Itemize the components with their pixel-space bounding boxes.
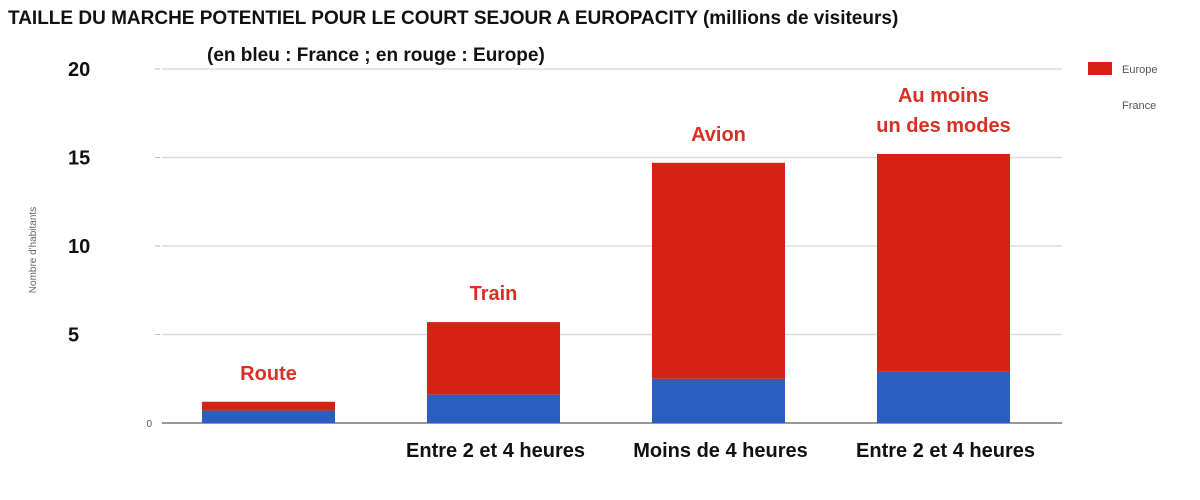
y-tick-label: 10 bbox=[68, 236, 90, 258]
category-labels: Entre 2 et 4 heures Moins de 4 heures Entr… bbox=[406, 440, 1035, 462]
bar-segment-europe bbox=[427, 322, 560, 395]
chart-subtitle: (en bleu : France ; en rouge : Europe) bbox=[207, 45, 545, 66]
y-tick-label: 20 bbox=[68, 59, 90, 81]
bar-segment-france bbox=[652, 378, 785, 423]
bar-segment-france bbox=[427, 394, 560, 423]
y-tick-label: 5 bbox=[68, 325, 79, 347]
category-label: Entre 2 et 4 heures bbox=[406, 440, 585, 462]
chart-title: TAILLE DU MARCHE POTENTIEL POUR LE COURT… bbox=[8, 8, 899, 29]
legend-label-europe: Europe bbox=[1122, 64, 1157, 76]
bar-segment-france bbox=[202, 410, 335, 423]
legend-label-france: France bbox=[1122, 100, 1156, 112]
legend-swatch-europe bbox=[1088, 62, 1112, 75]
y-tick-label-zero: 0 bbox=[146, 419, 152, 430]
category-label: Moins de 4 heures bbox=[633, 440, 808, 462]
category-label: Entre 2 et 4 heures bbox=[856, 440, 1035, 462]
bar-segment-france bbox=[877, 371, 1010, 423]
y-axis-ticks: 5 10 15 20 0 bbox=[68, 59, 152, 430]
mode-label: Avion bbox=[691, 124, 746, 146]
legend: Europe France bbox=[1088, 62, 1157, 112]
mode-label: un des modes bbox=[876, 115, 1010, 137]
y-axis-label: Nombre d'habitants bbox=[28, 207, 39, 293]
bar-segment-europe bbox=[877, 153, 1010, 372]
mode-labels: Route Train Avion Au moins un des modes bbox=[240, 85, 1011, 385]
mode-label: Route bbox=[240, 363, 297, 385]
mode-label: Au moins bbox=[898, 85, 989, 107]
bar-segment-europe bbox=[202, 401, 335, 411]
mode-label: Train bbox=[470, 283, 518, 305]
bar-segment-europe bbox=[652, 162, 785, 379]
y-tick-label: 15 bbox=[68, 148, 90, 170]
bars bbox=[202, 153, 1010, 423]
